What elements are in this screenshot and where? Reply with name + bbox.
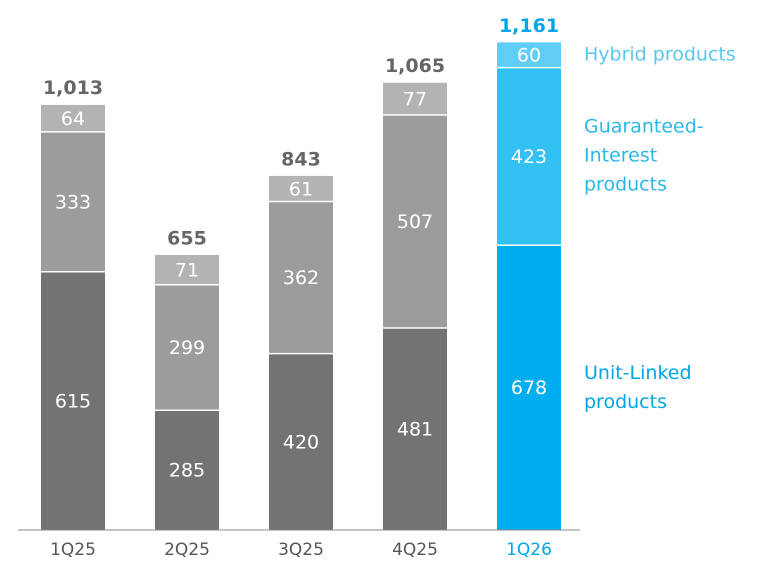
segment-label: 64 <box>61 108 85 130</box>
bar-segment <box>383 327 447 530</box>
segment-label: 285 <box>169 460 205 482</box>
segment-label: 333 <box>55 191 91 213</box>
segment-label: 299 <box>169 337 205 359</box>
bar-segment <box>497 245 561 531</box>
total-label: 1,161 <box>499 15 559 37</box>
total-label: 843 <box>281 148 321 170</box>
x-tick-label: 1Q26 <box>506 540 552 560</box>
x-tick-label: 4Q25 <box>392 540 438 560</box>
segment-label: 423 <box>511 146 547 168</box>
x-tick-label: 2Q25 <box>164 540 210 560</box>
bar-segment <box>269 175 333 202</box>
segment-label: 61 <box>289 178 313 200</box>
segment-label: 77 <box>403 88 427 110</box>
bar-segment <box>41 271 105 530</box>
x-tick-label: 3Q25 <box>278 540 324 560</box>
bar-segment <box>383 82 447 116</box>
bar-segment <box>383 115 447 328</box>
bar-segment <box>155 410 219 530</box>
segment-label: 615 <box>55 390 91 412</box>
bar-segment <box>155 284 219 411</box>
segment-label: 60 <box>517 44 541 66</box>
segment-label: 362 <box>283 267 319 289</box>
total-label: 1,013 <box>43 77 103 99</box>
segment-label: 420 <box>283 431 319 453</box>
legend-item: Hybrid products <box>584 43 736 66</box>
bar-segment <box>155 254 219 285</box>
bar-segment <box>497 42 561 68</box>
legend-item: Unit-Linked products <box>584 361 692 413</box>
bar-segment <box>269 201 333 354</box>
bar-segment <box>41 104 105 132</box>
x-tick-label: 1Q25 <box>50 540 96 560</box>
bar-segment <box>41 131 105 272</box>
total-label: 1,065 <box>385 55 445 77</box>
segment-label: 678 <box>511 377 547 399</box>
segment-label: 507 <box>397 211 433 233</box>
segment-label: 481 <box>397 418 433 440</box>
bar-segment <box>497 67 561 246</box>
segment-label: 71 <box>175 259 199 281</box>
bar-segment <box>269 353 333 530</box>
legend-item: Guaranteed-Interest products <box>584 115 704 196</box>
total-label: 655 <box>167 227 207 249</box>
